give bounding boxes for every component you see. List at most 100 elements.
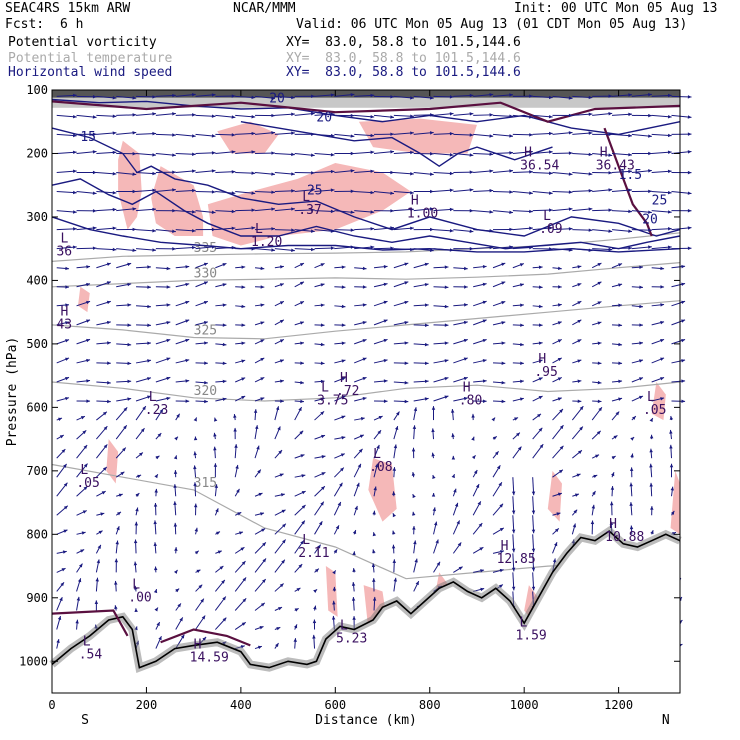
wind-vector-head	[576, 473, 581, 477]
wind-vector-head	[211, 114, 216, 118]
wind-vector-head	[280, 493, 285, 497]
wind-vector-head	[687, 150, 692, 154]
wind-vector-head	[681, 300, 686, 305]
wind-vector-head	[618, 283, 623, 287]
wind-vector-head	[291, 112, 295, 117]
y-axis-label: Pressure (hPa)	[5, 337, 20, 447]
wind-vector-head	[237, 512, 242, 516]
wind-vector-head	[147, 323, 151, 327]
wind-vector-head	[132, 248, 137, 253]
wind-vector-head	[649, 482, 653, 487]
pv-extremum-value: .00	[128, 590, 151, 605]
wind-vector-head	[449, 248, 454, 252]
wind-vector-head	[191, 169, 196, 173]
wind-vector-head	[449, 153, 454, 157]
pv-contour-label: 25	[652, 193, 668, 208]
wind-vector-head	[241, 359, 246, 363]
wind-vector-head	[568, 131, 573, 135]
wind-vector-head	[593, 474, 598, 479]
wind-vector-head	[538, 359, 543, 363]
x-tick-label: 800	[419, 698, 441, 712]
wind-vector-head	[301, 474, 306, 478]
wind-vector-head	[222, 303, 227, 307]
wind-vector-head	[413, 540, 417, 545]
wind-vector-head	[134, 608, 138, 613]
wind-vector-head	[73, 227, 77, 231]
wind-vector-head	[501, 301, 506, 305]
wind-vector-head	[152, 95, 157, 99]
wind-vector-head	[311, 247, 315, 252]
wind-vector-head	[638, 395, 643, 400]
wind-vector-head	[337, 502, 341, 507]
wind-vector-head	[112, 247, 117, 252]
wind-vector-head	[132, 131, 137, 135]
wind-vector-head	[241, 622, 246, 626]
pv-extremum-letter: H	[600, 146, 608, 161]
wind-vector-head	[147, 395, 151, 399]
wind-vector-head	[557, 303, 562, 307]
plot-frame	[51, 89, 681, 694]
wind-vector-head	[629, 467, 634, 472]
wind-vector-head	[86, 300, 91, 305]
wind-vector-head	[82, 430, 87, 435]
wind-vector-head	[557, 357, 562, 362]
wind-vector-head	[687, 170, 692, 175]
wind-vector-head	[172, 247, 176, 251]
wind-vector-head	[350, 245, 355, 249]
theta-contour-label: 320	[194, 384, 217, 399]
wind-vector-head	[374, 463, 379, 468]
wind-vector-head	[549, 208, 553, 212]
wind-vector-head	[351, 582, 356, 586]
wind-vector-head	[299, 301, 304, 305]
wind-vector-head	[260, 321, 265, 325]
wind-vector-head	[667, 133, 672, 138]
wind-vector-head	[341, 359, 346, 363]
wind-vector-head	[362, 339, 367, 343]
wind-vector-head	[132, 172, 137, 176]
wind-vector-head	[350, 169, 355, 173]
wind-vector-head	[548, 131, 553, 136]
wind-vector-head	[667, 190, 672, 195]
wind-vector-head	[639, 359, 643, 363]
wind-vector-head	[219, 565, 224, 570]
wind-vector-head	[537, 413, 541, 418]
pv-contour-label: 20	[269, 92, 285, 107]
wind-vector-head	[152, 153, 157, 157]
wind-vector-head	[509, 169, 514, 173]
wind-vector-head	[597, 341, 602, 346]
wind-vector-head	[618, 379, 623, 384]
wind-vector-head	[147, 304, 151, 309]
wind-vector-head	[59, 435, 64, 439]
wind-vector-head	[132, 151, 137, 156]
wind-vector-head	[351, 597, 356, 601]
wind-vector-head	[424, 323, 429, 327]
wind-vector-head	[72, 169, 77, 174]
wind-vector-head	[94, 600, 99, 604]
wind-vector-head	[588, 152, 593, 157]
wind-vector-head	[191, 229, 196, 233]
wind-vector-head	[597, 321, 602, 325]
wind-vector-head	[271, 190, 276, 194]
wind-vector-head	[511, 548, 516, 553]
wind-vector-head	[132, 96, 137, 100]
wind-vector-head	[519, 263, 524, 267]
pv-extremum-letter: H	[524, 146, 532, 161]
wind-vector-head	[469, 153, 474, 157]
wind-vector-head	[588, 228, 593, 232]
wind-vector-head	[299, 263, 304, 267]
wind-vector-head	[73, 93, 77, 98]
wind-vector-head	[424, 262, 429, 267]
wind-vector-head	[193, 436, 198, 441]
wind-vector-head	[211, 227, 216, 232]
wind-vector-head	[687, 115, 692, 119]
wind-vector-head	[556, 512, 561, 516]
wind-vector-head	[463, 396, 468, 401]
x-tick-label: 1000	[510, 698, 539, 712]
wind-vector-head	[482, 282, 487, 287]
wind-vector-head	[95, 577, 99, 582]
wind-vector-head	[431, 428, 435, 433]
wind-vector-head	[312, 634, 316, 639]
wind-vector-head	[101, 491, 106, 495]
wind-vector-head	[410, 226, 414, 231]
wind-vector-head	[628, 93, 633, 97]
